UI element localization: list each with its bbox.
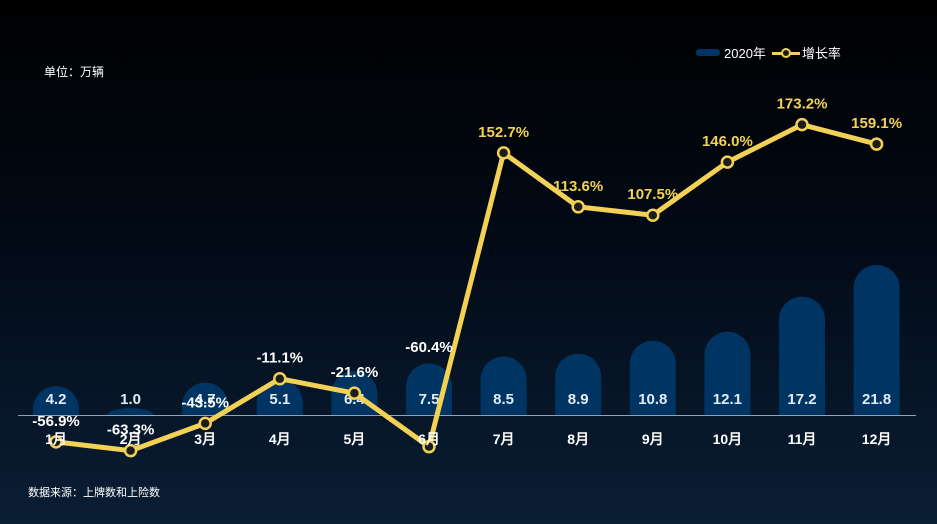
bar-value-label-12: 21.8: [862, 391, 891, 408]
bar-value-label-2: 1.0: [120, 391, 141, 408]
legend-line-label: 增长率: [801, 46, 841, 61]
growth-rate-label-8: 113.6%: [553, 178, 603, 195]
bar-value-label-11: 17.2: [787, 391, 816, 408]
legend: 2020年 增长率: [696, 43, 841, 62]
growth-rate-label-1: -56.9%: [32, 413, 80, 430]
x-tick-label-11: 11月: [788, 431, 817, 447]
growth-rate-label-10: 146.0%: [702, 133, 753, 150]
x-tick-label-6: 6月: [418, 431, 440, 447]
bar-4: [256, 379, 303, 415]
growth-rate-point-12: [869, 137, 884, 151]
bar-10: [704, 331, 751, 415]
growth-rate-point-10: [720, 155, 735, 169]
growth-rate-label-11: 173.2%: [777, 96, 828, 113]
bar-value-label-1: 4.2: [46, 391, 67, 408]
x-tick-label-1: 1月: [45, 431, 67, 447]
growth-rate-point-9: [646, 208, 660, 222]
legend-bar-swatch: [696, 49, 720, 56]
growth-rate-point-2: [123, 443, 138, 458]
growth-rate-label-7: 152.7%: [478, 124, 529, 141]
x-tick-label-4: 4月: [269, 431, 291, 447]
growth-rate-label-3: -43.5%: [181, 394, 229, 411]
growth-rate-point-7: [496, 146, 511, 160]
x-tick-label-12: 12月: [862, 431, 892, 447]
growth-rate-label-6: -60.4%: [405, 339, 453, 356]
growth-rate-line: [53, 122, 880, 454]
x-tick-label-2: 2月: [120, 431, 142, 447]
growth-rate-label-9: 107.5%: [627, 186, 678, 203]
bar-value-label-10: 12.1: [713, 391, 742, 408]
growth-rate-point-8: [571, 200, 585, 214]
bar-value-label-8: 8.9: [568, 391, 589, 408]
bar-3: [182, 382, 229, 415]
unit-label: 单位：万辆: [44, 65, 105, 79]
x-tick-label-8: 8月: [567, 431, 589, 447]
bar-7: [480, 356, 527, 415]
source-note: 数据来源：上牌数和上险数: [28, 487, 160, 499]
x-tick-label-3: 3月: [194, 431, 216, 447]
growth-rate-point-5: [347, 386, 362, 400]
x-tick-label-10: 10月: [713, 431, 743, 447]
x-tick-label-5: 5月: [344, 431, 366, 447]
growth-rate-point-3: [198, 416, 212, 431]
bar-value-label-7: 8.5: [493, 391, 514, 408]
bar-11: [779, 296, 825, 415]
bar-value-label-4: 5.1: [269, 391, 290, 408]
x-tick-label-9: 9月: [642, 431, 664, 447]
growth-rate-label-4: -11.1%: [256, 350, 303, 367]
x-tick-label-7: 7月: [493, 431, 515, 447]
bar-1: [33, 386, 79, 415]
growth-rate-label-12: 159.1%: [851, 115, 902, 132]
bar-12: [853, 265, 900, 415]
growth-rate-label-2: -63.3%: [107, 422, 155, 439]
bar-9: [629, 340, 676, 415]
bar-value-label-3: 4.7: [195, 391, 216, 408]
bar-2: [107, 408, 154, 415]
legend-line-swatch: [771, 46, 800, 60]
growth-rate-label-5: -21.6%: [331, 364, 379, 381]
growth-rate-point-4: [273, 371, 287, 386]
bar-value-label-6: 7.5: [419, 391, 440, 408]
legend-bar-label: 2020年: [724, 46, 766, 61]
growth-rate-point-6: [422, 439, 436, 454]
growth-rate-point-1: [49, 435, 63, 449]
growth-rate-point-11: [795, 117, 809, 132]
bar-8: [555, 353, 602, 415]
bar-value-label-9: 10.8: [638, 391, 667, 408]
